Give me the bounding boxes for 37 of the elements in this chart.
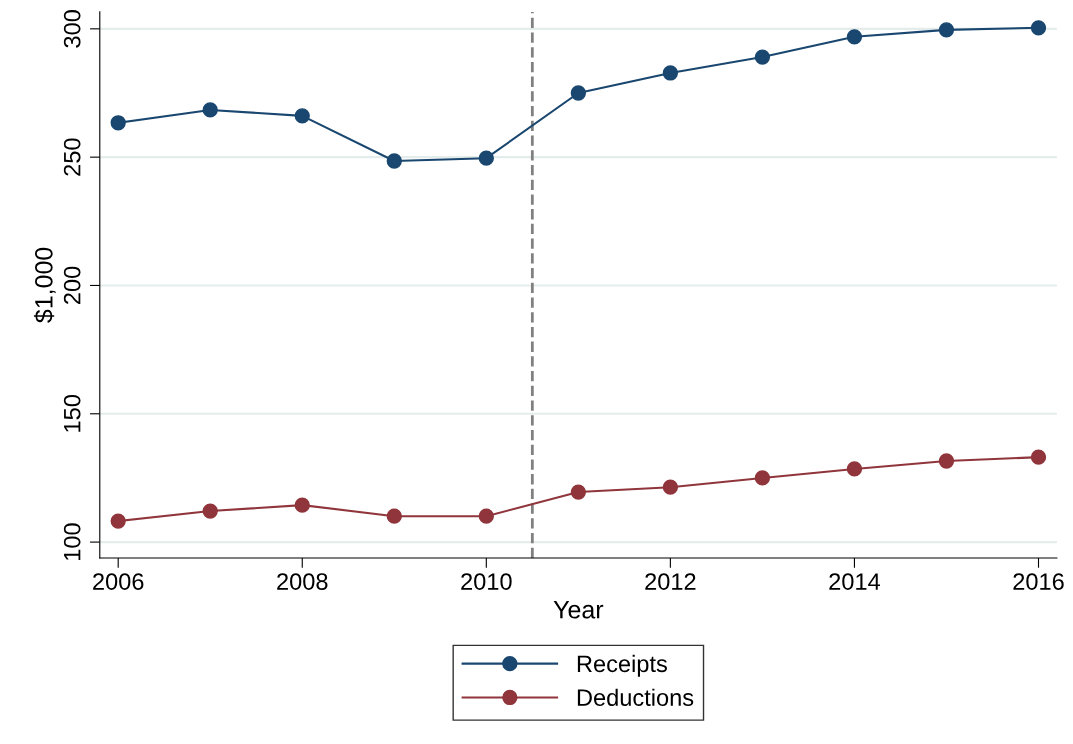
point: [754, 470, 771, 486]
point: [754, 49, 771, 65]
y-tick-label: 150: [63, 395, 81, 432]
point: [662, 65, 679, 81]
point: [294, 108, 310, 124]
point: [294, 497, 310, 513]
point: [386, 508, 402, 524]
point: [386, 153, 402, 169]
point: [202, 503, 218, 519]
x-tick-label: 2010: [461, 573, 512, 590]
legend-label: Receipts: [577, 654, 667, 677]
point: [1030, 20, 1047, 36]
point: [570, 85, 586, 101]
y-axis-title: $1,000: [33, 247, 56, 323]
point: [202, 102, 218, 118]
point: [570, 484, 586, 500]
point: [662, 479, 679, 495]
x-tick-label: 2014: [829, 573, 881, 590]
x-axis-title: Year: [553, 601, 604, 619]
y-tick-label: 300: [63, 10, 81, 48]
point: [478, 508, 494, 524]
point: [110, 513, 126, 529]
x-tick-label: 2006: [93, 573, 144, 590]
point: [478, 150, 494, 166]
point: [938, 453, 955, 469]
point: [846, 29, 863, 45]
point: [1030, 449, 1047, 465]
point: [110, 115, 126, 131]
y-tick-label: 100: [63, 523, 81, 560]
x-tick-label: 2012: [645, 573, 696, 590]
y-tick-label: 200: [63, 266, 81, 304]
x-tick-label: 2016: [1013, 573, 1064, 590]
point: [846, 461, 863, 477]
y-tick-label: 250: [63, 138, 81, 176]
x-tick-label: 2008: [277, 573, 328, 590]
point: [938, 22, 955, 38]
legend-label: Deductions: [577, 688, 694, 706]
